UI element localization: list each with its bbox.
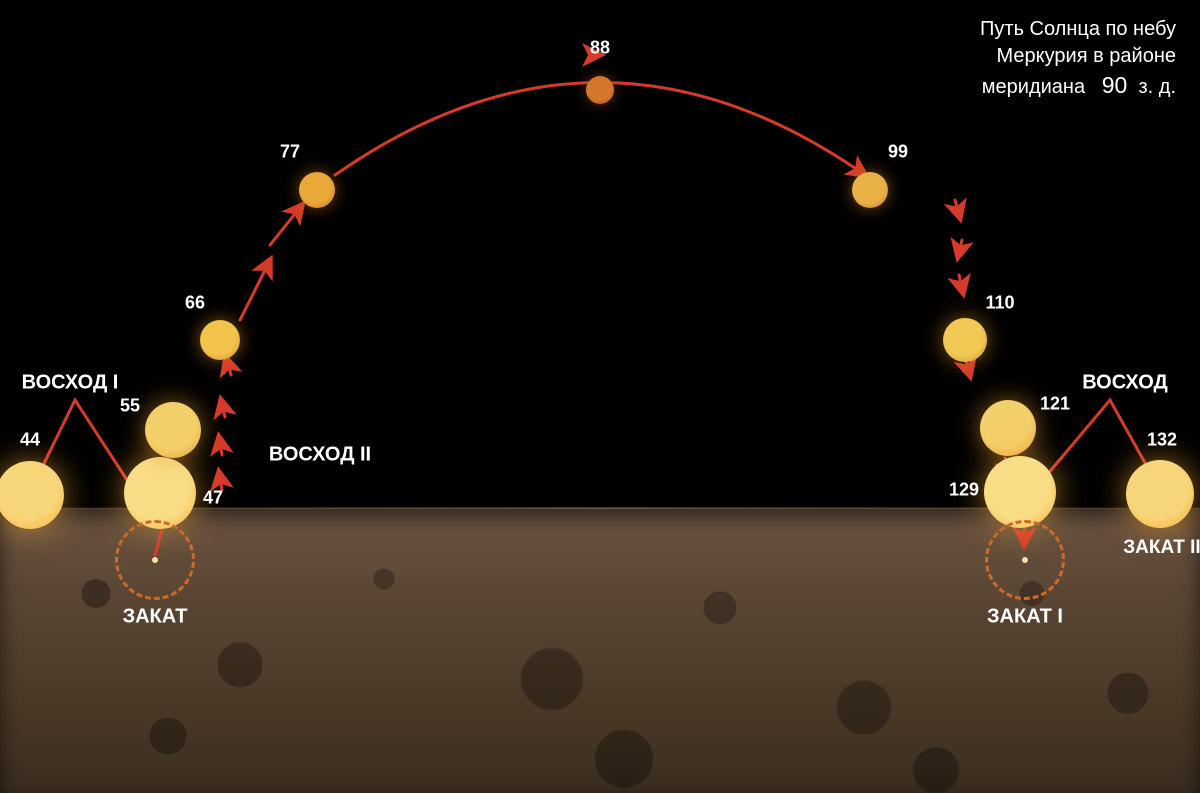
sun-label-132: 132 [1147, 430, 1177, 451]
title-line-1: Путь Солнца по небу [980, 16, 1176, 43]
ring-center-1 [1022, 557, 1028, 563]
sun-88 [586, 76, 614, 104]
sun-label-129: 129 [949, 480, 979, 501]
ring-center-0 [152, 557, 158, 563]
arrow-4 [221, 400, 225, 417]
arrow-7 [270, 205, 302, 245]
annotation-5: ЗАКАТ II [1123, 537, 1200, 559]
annotation-2: ВОСХОД [1082, 372, 1168, 395]
annotation-1: ВОСХОД II [269, 444, 371, 467]
annotation-0: ВОСХОД I [22, 372, 119, 395]
sun-121 [980, 400, 1036, 456]
meridian-value: 90 [1102, 72, 1128, 98]
diagram-stage: 44 47 55 66 77 88 99 110 121 129 132 ВОСХОД I ВОСХОД… [0, 0, 1200, 793]
sun-label-77: 77 [280, 142, 300, 163]
arrow-3 [219, 437, 222, 455]
sun-99 [852, 172, 888, 208]
sun-label-55: 55 [120, 396, 140, 417]
annotation-4: ЗАКАТ I [987, 606, 1063, 629]
sun-label-44: 44 [20, 430, 40, 451]
sun-110 [943, 318, 987, 362]
sun-label-121: 121 [1040, 394, 1070, 415]
arrow-8 [955, 200, 960, 218]
title-prefix: меридиана [982, 76, 1085, 98]
title-line-2: Меркурия в районе [980, 43, 1176, 70]
sun-47 [124, 457, 196, 529]
title-line-3: меридиана 90 з. д. [980, 70, 1176, 101]
sun-label-47: 47 [203, 488, 223, 509]
sun-66 [200, 320, 240, 360]
arrow-6 [240, 260, 270, 320]
annotation-3: ЗАКАТ [123, 606, 188, 629]
sun-label-88: 88 [590, 38, 610, 59]
sun-label-110: 110 [985, 293, 1014, 314]
sun-77 [299, 172, 335, 208]
sun-132 [1126, 460, 1194, 528]
sun-label-66: 66 [185, 293, 205, 314]
arrow-5 [226, 358, 231, 375]
title-block: Путь Солнца по небу Меркурия в районе ме… [980, 16, 1176, 101]
arrow-10 [959, 275, 963, 293]
sun-label-99: 99 [888, 142, 908, 163]
sun-129 [984, 456, 1056, 528]
arrow-9 [958, 240, 962, 257]
title-suffix: з. д. [1138, 76, 1176, 98]
sun-55 [145, 402, 201, 458]
